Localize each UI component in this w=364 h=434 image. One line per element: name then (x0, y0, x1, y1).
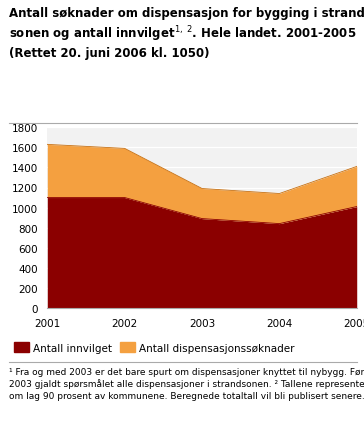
Legend: Antall innvilget, Antall dispensasjonssøknader: Antall innvilget, Antall dispensasjonssø… (14, 343, 294, 353)
Text: ¹ Fra og med 2003 er det bare spurt om dispensasjoner knyttet til nybygg. Før
20: ¹ Fra og med 2003 er det bare spurt om d… (9, 367, 364, 400)
Text: Antall søknader om dispensasjon for bygging i strand-
sonen og antall innvilget$: Antall søknader om dispensasjon for bygg… (9, 7, 364, 60)
